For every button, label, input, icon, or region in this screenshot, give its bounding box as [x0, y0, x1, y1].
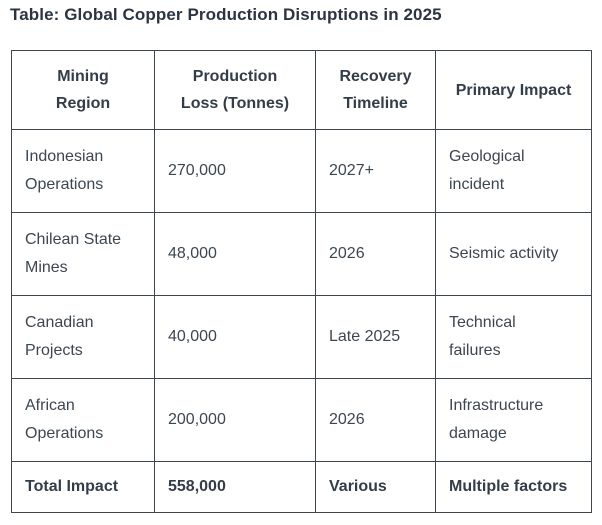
- header-cell-recovery-timeline: Recovery Timeline: [315, 50, 436, 130]
- total-cell-timeline: Various: [315, 461, 436, 513]
- cell-impact: Infrastructure damage: [435, 378, 592, 462]
- header-cell-mining-region: Mining Region: [11, 50, 155, 130]
- cell-region: Indonesian Operations: [11, 129, 155, 213]
- total-row: Total Impact 558,000 Various Multiple fa…: [11, 461, 592, 513]
- cell-loss: 40,000: [154, 295, 316, 379]
- cell-loss: 200,000: [154, 378, 316, 462]
- cell-impact: Geological incident: [435, 129, 592, 213]
- cell-loss: 270,000: [154, 129, 316, 213]
- total-cell-loss: 558,000: [154, 461, 316, 513]
- header-cell-primary-impact: Primary Impact: [435, 50, 592, 130]
- table-body: Indonesian Operations 270,000 2027+ Geol…: [11, 129, 592, 513]
- cell-timeline: 2027+: [315, 129, 436, 213]
- table-header: Mining Region Production Loss (Tonnes) R…: [11, 50, 592, 130]
- total-cell-impact: Multiple factors: [435, 461, 592, 513]
- page: Table: Global Copper Production Disrupti…: [0, 4, 602, 513]
- table-row: African Operations 200,000 2026 Infrastr…: [11, 378, 592, 462]
- cell-region: Chilean State Mines: [11, 212, 155, 296]
- table-row: Indonesian Operations 270,000 2027+ Geol…: [11, 129, 592, 213]
- cell-timeline: Late 2025: [315, 295, 436, 379]
- table-row: Canadian Projects 40,000 Late 2025 Techn…: [11, 295, 592, 379]
- page-title: Table: Global Copper Production Disrupti…: [10, 5, 442, 24]
- cell-region: African Operations: [11, 378, 155, 462]
- header-cell-production-loss: Production Loss (Tonnes): [154, 50, 316, 130]
- cell-timeline: 2026: [315, 378, 436, 462]
- cell-impact: Technical failures: [435, 295, 592, 379]
- table-row: Chilean State Mines 48,000 2026 Seismic …: [11, 212, 592, 296]
- cell-timeline: 2026: [315, 212, 436, 296]
- cell-loss: 48,000: [154, 212, 316, 296]
- copper-disruptions-table: Mining Region Production Loss (Tonnes) R…: [11, 50, 592, 513]
- cell-impact: Seismic activity: [435, 212, 592, 296]
- cell-region: Canadian Projects: [11, 295, 155, 379]
- header-row: Mining Region Production Loss (Tonnes) R…: [11, 50, 592, 130]
- total-cell-region: Total Impact: [11, 461, 155, 513]
